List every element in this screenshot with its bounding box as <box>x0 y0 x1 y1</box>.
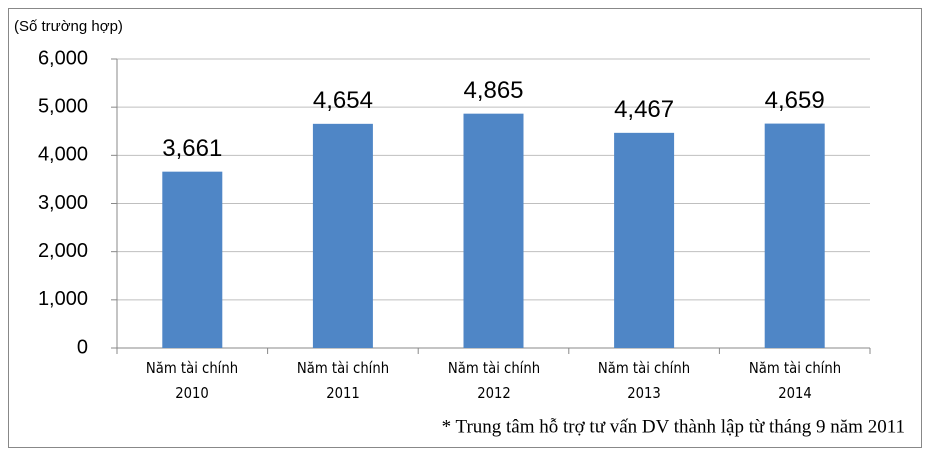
value-label: 3,661 <box>162 135 222 162</box>
y-tick-label: 2,000 <box>38 240 88 262</box>
bar <box>614 132 675 348</box>
y-tick-label: 1,000 <box>38 288 88 310</box>
bar <box>463 113 524 349</box>
bar <box>312 123 373 348</box>
x-tick-label: Năm tài chính 2013 <box>598 359 691 402</box>
bar <box>764 123 825 349</box>
y-axis-label: (Số trường hợp) <box>14 18 123 35</box>
note: * Trung tâm hỗ trợ tư vấn DV thành lập t… <box>442 416 905 437</box>
bar <box>162 171 223 348</box>
value-label: 4,659 <box>765 87 825 114</box>
x-tick-label: Năm tài chính 2011 <box>296 359 389 402</box>
y-tick-label: 0 <box>77 336 88 358</box>
y-tick-label: 5,000 <box>38 95 88 117</box>
y-tick-label: 3,000 <box>38 192 88 214</box>
x-tick-label: Năm tài chính 2014 <box>748 359 841 402</box>
x-tick-label: Năm tài chính 2012 <box>447 359 540 402</box>
value-label: 4,654 <box>313 87 373 114</box>
frame <box>8 8 922 448</box>
value-label: 4,467 <box>614 96 674 123</box>
y-tick-label: 6,000 <box>38 47 88 69</box>
y-tick-label: 4,000 <box>38 144 88 166</box>
x-tick-label: Năm tài chính 2010 <box>146 359 239 402</box>
value-label: 4,865 <box>463 77 523 104</box>
